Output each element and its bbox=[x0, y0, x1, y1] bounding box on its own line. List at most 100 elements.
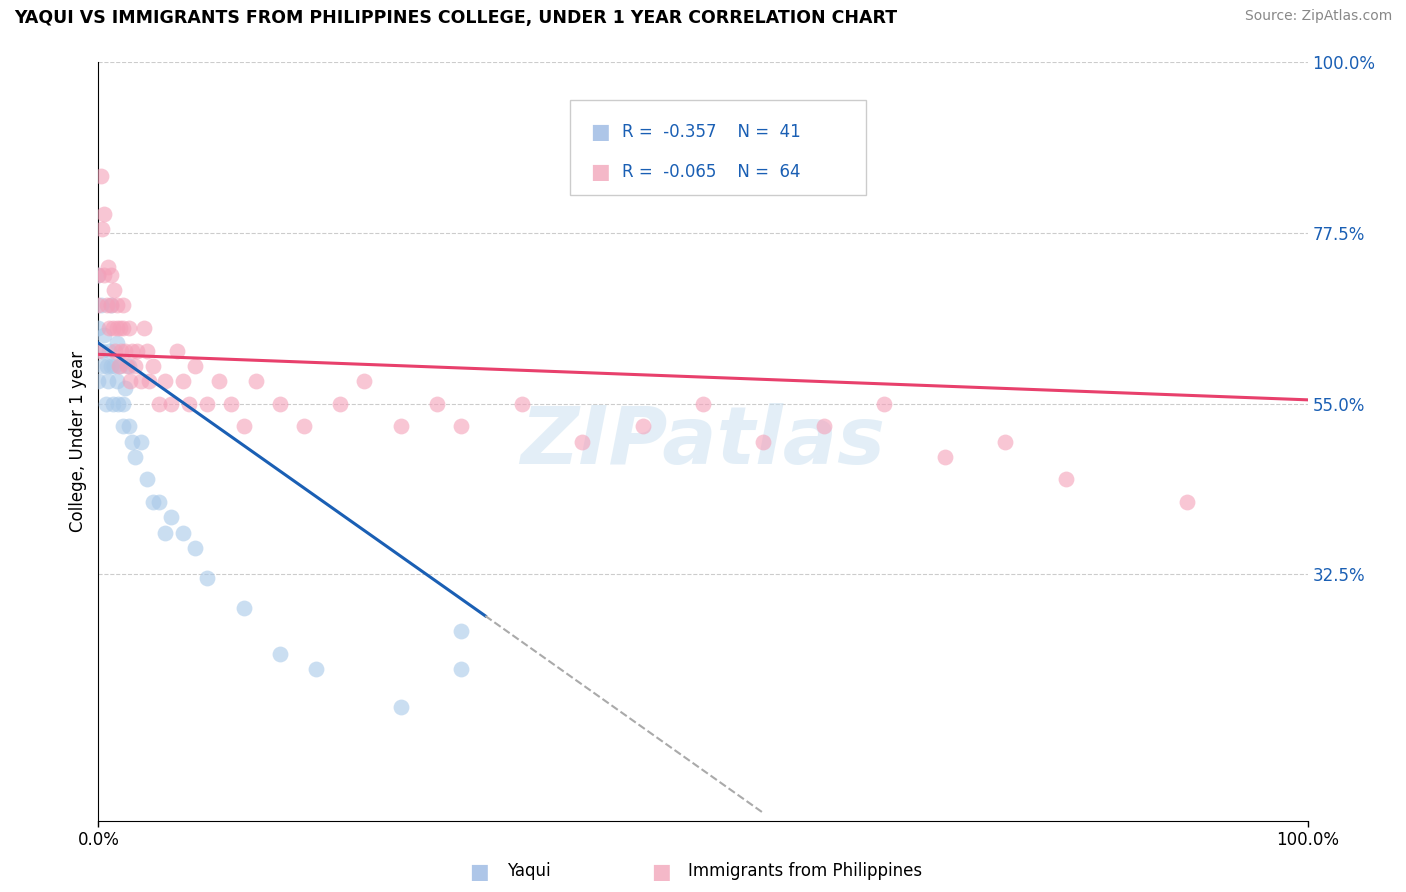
Point bbox=[108, 320, 131, 334]
Text: R =  -0.357    N =  41: R = -0.357 N = 41 bbox=[621, 123, 801, 141]
Point bbox=[353, 374, 375, 388]
Point bbox=[101, 320, 124, 334]
Point bbox=[121, 343, 143, 358]
Point bbox=[389, 419, 412, 434]
Point bbox=[100, 359, 122, 373]
Point bbox=[153, 374, 176, 388]
Point bbox=[426, 396, 449, 410]
Point bbox=[117, 359, 139, 373]
Point bbox=[172, 525, 194, 540]
Point bbox=[111, 320, 134, 334]
Point bbox=[166, 343, 188, 358]
Text: ■: ■ bbox=[591, 122, 610, 142]
Text: R =  -0.065    N =  64: R = -0.065 N = 64 bbox=[621, 163, 800, 181]
Point bbox=[111, 396, 134, 410]
Point bbox=[184, 541, 207, 555]
Point bbox=[245, 374, 267, 388]
Point bbox=[450, 662, 472, 676]
Point bbox=[752, 434, 775, 449]
Point bbox=[91, 343, 114, 358]
Point bbox=[135, 343, 157, 358]
Point bbox=[105, 320, 128, 334]
Point bbox=[118, 359, 141, 373]
Point bbox=[91, 222, 114, 236]
Point bbox=[269, 647, 291, 661]
Point bbox=[114, 343, 136, 358]
Point bbox=[93, 268, 115, 282]
Point bbox=[172, 374, 194, 388]
Point bbox=[107, 396, 129, 410]
Point bbox=[129, 434, 152, 449]
Point bbox=[97, 374, 120, 388]
Text: YAQUI VS IMMIGRANTS FROM PHILIPPINES COLLEGE, UNDER 1 YEAR CORRELATION CHART: YAQUI VS IMMIGRANTS FROM PHILIPPINES COL… bbox=[14, 9, 897, 27]
Point bbox=[87, 374, 110, 388]
Point bbox=[114, 382, 136, 396]
Point bbox=[692, 396, 714, 410]
Text: Immigrants from Philippines: Immigrants from Philippines bbox=[689, 863, 922, 880]
Point bbox=[90, 169, 112, 184]
Point bbox=[142, 495, 165, 509]
FancyBboxPatch shape bbox=[569, 101, 866, 195]
Point bbox=[101, 396, 124, 410]
Point bbox=[153, 525, 176, 540]
Point bbox=[97, 260, 120, 275]
Point bbox=[195, 396, 218, 410]
Point bbox=[111, 298, 134, 312]
Point bbox=[94, 396, 117, 410]
Text: ■: ■ bbox=[651, 863, 671, 882]
Point bbox=[100, 298, 122, 312]
Point bbox=[184, 359, 207, 373]
Point bbox=[111, 419, 134, 434]
Point bbox=[121, 434, 143, 449]
Point bbox=[450, 624, 472, 639]
Point bbox=[100, 298, 122, 312]
Point bbox=[124, 359, 146, 373]
Text: Yaqui: Yaqui bbox=[508, 863, 551, 880]
Text: ZIPatlas: ZIPatlas bbox=[520, 402, 886, 481]
Point bbox=[93, 207, 115, 221]
Point bbox=[129, 374, 152, 388]
Point bbox=[631, 419, 654, 434]
Point bbox=[108, 359, 131, 373]
Text: ■: ■ bbox=[591, 162, 610, 182]
Point bbox=[110, 343, 132, 358]
Point bbox=[148, 396, 170, 410]
Point bbox=[232, 419, 254, 434]
Point bbox=[108, 359, 131, 373]
Point bbox=[142, 359, 165, 373]
Point bbox=[934, 450, 956, 464]
Point bbox=[105, 298, 128, 312]
Point bbox=[292, 419, 315, 434]
Point bbox=[105, 374, 128, 388]
Point bbox=[269, 396, 291, 410]
Point bbox=[100, 268, 122, 282]
Point bbox=[87, 298, 110, 312]
Point bbox=[305, 662, 328, 676]
Point bbox=[87, 268, 110, 282]
Point bbox=[118, 320, 141, 334]
Point bbox=[1175, 495, 1198, 509]
Point bbox=[571, 434, 593, 449]
Point bbox=[208, 374, 231, 388]
Point bbox=[195, 571, 218, 585]
Point bbox=[127, 343, 149, 358]
Point bbox=[91, 359, 114, 373]
Point bbox=[103, 359, 125, 373]
Text: Source: ZipAtlas.com: Source: ZipAtlas.com bbox=[1244, 9, 1392, 23]
Point bbox=[87, 320, 110, 334]
Point bbox=[148, 495, 170, 509]
Point bbox=[124, 450, 146, 464]
Point bbox=[118, 419, 141, 434]
Point bbox=[221, 396, 243, 410]
Point bbox=[96, 359, 118, 373]
Point bbox=[179, 396, 201, 410]
Y-axis label: College, Under 1 year: College, Under 1 year bbox=[69, 351, 87, 533]
Point bbox=[98, 343, 121, 358]
Point bbox=[160, 396, 183, 410]
Point bbox=[103, 283, 125, 297]
Point bbox=[160, 510, 183, 524]
Text: ■: ■ bbox=[470, 863, 489, 882]
Point bbox=[87, 268, 110, 282]
Point bbox=[90, 298, 112, 312]
Point bbox=[510, 396, 533, 410]
